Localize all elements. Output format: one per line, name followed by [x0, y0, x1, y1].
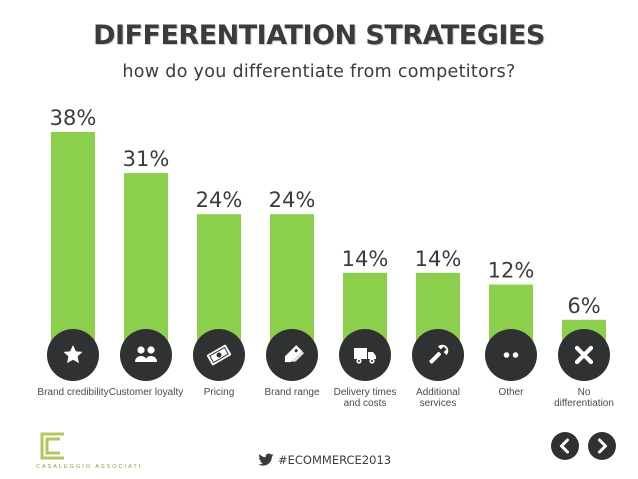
- category-label: Brand range: [264, 387, 319, 398]
- next-slide-button[interactable]: [588, 432, 616, 460]
- hashtag-footer[interactable]: #ECOMMERCE2013: [258, 452, 391, 468]
- data-label: 24%: [196, 188, 243, 212]
- data-label: 14%: [342, 247, 389, 271]
- bar: [51, 132, 95, 355]
- bar-group: 24% Brand range: [264, 188, 319, 398]
- category-label: services: [420, 398, 457, 409]
- chart-title: DIFFERENTIATION STRATEGIES: [93, 20, 545, 51]
- data-label: 31%: [123, 147, 170, 171]
- category-label: Other: [498, 387, 524, 398]
- category-label: and costs: [344, 398, 387, 409]
- users-icon: [120, 329, 172, 381]
- truck-icon: [339, 329, 391, 381]
- bar-group: 12% Other: [485, 259, 537, 398]
- chevron-right-icon: [598, 438, 607, 454]
- bar-group: 38% Brand credibility: [37, 106, 108, 398]
- bar-chart: 38% Brand credibility 31% Customer loyalty 2…: [37, 106, 614, 409]
- data-label: 38%: [50, 106, 97, 130]
- bar-group: 31% Customer loyalty: [109, 147, 183, 398]
- company-logo: CASALEGGIO ASSOCIATI: [36, 430, 140, 474]
- data-label: 24%: [269, 188, 316, 212]
- twitter-icon: [258, 453, 274, 466]
- category-label: Pricing: [204, 387, 235, 398]
- dots-icon: [485, 329, 537, 381]
- tags-icon: [266, 329, 318, 381]
- logo-text: CASALEGGIO ASSOCIATI: [36, 464, 143, 470]
- hashtag-text: #ECOMMERCE2013: [278, 453, 392, 467]
- bar: [124, 173, 168, 355]
- x-icon: [558, 329, 610, 381]
- data-label: 12%: [488, 259, 535, 283]
- data-label: 6%: [567, 294, 600, 318]
- category-label: Delivery times: [334, 387, 397, 398]
- category-label: Additional: [416, 387, 460, 398]
- category-label: differentiation: [554, 398, 614, 409]
- category-label: Brand credibility: [37, 387, 108, 398]
- bar-group: 24% Pricing: [193, 188, 245, 398]
- wrench-icon: [412, 329, 464, 381]
- chevron-left-icon: [560, 438, 569, 454]
- prev-slide-button[interactable]: [551, 432, 579, 460]
- star-icon: [47, 329, 99, 381]
- chart-subtitle: how do you differentiate from competitor…: [122, 62, 516, 82]
- category-label: No: [578, 387, 591, 398]
- logo-mark-icon: [40, 432, 64, 460]
- category-label: Customer loyalty: [109, 387, 183, 398]
- banknote-icon: [193, 329, 245, 381]
- data-label: 14%: [415, 247, 462, 271]
